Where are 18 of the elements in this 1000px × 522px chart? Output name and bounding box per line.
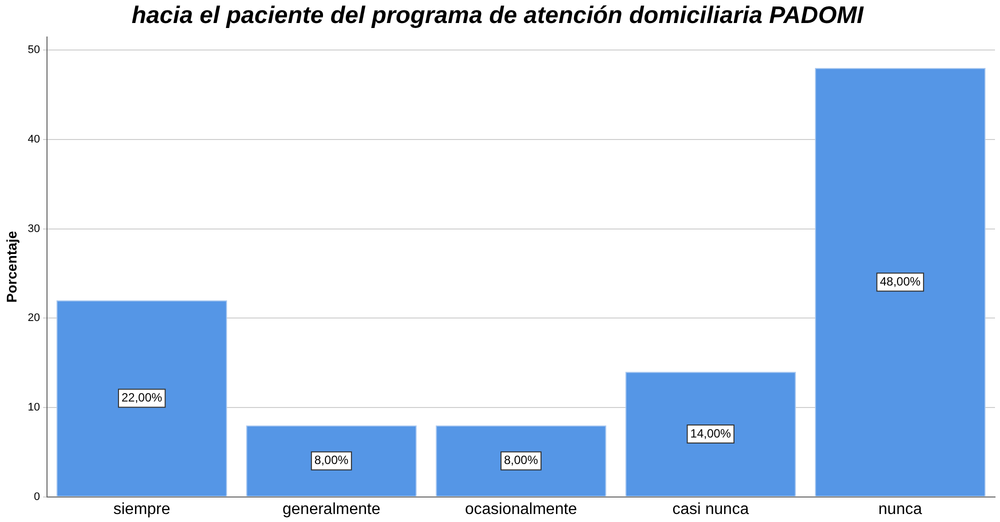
x-tick-label: casi nunca — [672, 500, 749, 518]
data-label: 48,00% — [880, 274, 921, 288]
chart-title: hacia el paciente del programa de atención domiciliaria PADOMI — [132, 2, 865, 30]
x-tick-label: ocasionalmente — [464, 500, 578, 518]
data-label: 14,00% — [690, 426, 732, 440]
y-tick-label: 20 — [28, 312, 40, 324]
y-axis-title: Porcentaje — [3, 230, 20, 303]
y-tick-label: 50 — [28, 44, 40, 56]
y-tick-label: 10 — [28, 402, 40, 414]
y-tick-label: 0 — [34, 490, 40, 503]
x-tick-label: generalmente — [282, 500, 380, 518]
y-tick-label: 40 — [28, 134, 40, 146]
data-label: 22,00% — [121, 390, 163, 405]
y-tick-label: 30 — [28, 222, 40, 235]
x-tick-label: siempre — [113, 500, 170, 518]
x-tick-label: nunca — [878, 500, 922, 518]
data-label: 8,00% — [504, 453, 538, 468]
data-label: 8,00% — [314, 453, 349, 468]
